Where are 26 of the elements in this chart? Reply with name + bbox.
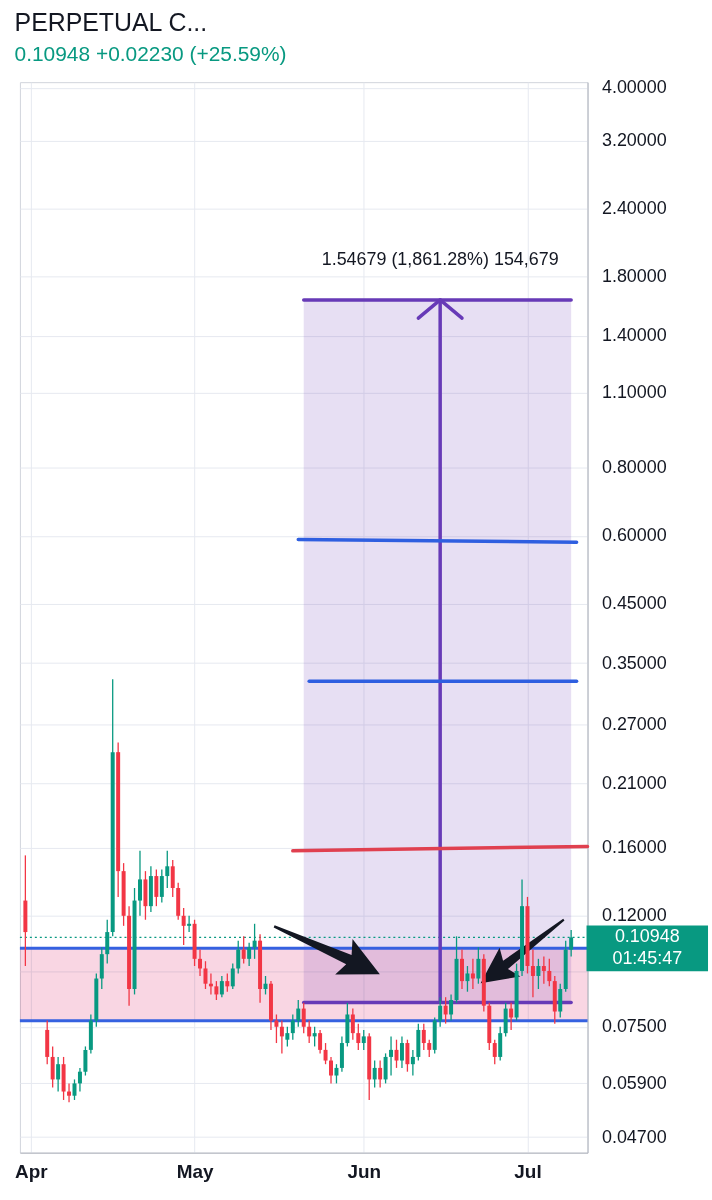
y-tick-label: 1.40000 <box>601 325 667 346</box>
y-tick-label: 3.20000 <box>601 130 667 151</box>
y-tick-label: 0.27000 <box>601 713 667 734</box>
y-tick-label: 0.60000 <box>601 525 667 546</box>
y-tick-label: 4.00000 <box>601 77 667 98</box>
text: 01:45:47 <box>612 948 683 969</box>
x-tick-label: Jun <box>347 1161 382 1183</box>
y-tick-label: 0.35000 <box>601 652 667 673</box>
y-tick-label: 0.45000 <box>601 593 667 614</box>
y-tick-label: 0.80000 <box>601 457 667 478</box>
ref-line-label: 0.10948 <box>614 926 680 947</box>
x-tick-label: Jul <box>514 1161 542 1183</box>
chart-title: PERPETUAL C... <box>14 8 208 37</box>
y-tick-label: 0.12000 <box>601 905 667 926</box>
x-tick-label: May <box>176 1161 214 1183</box>
annotation: 1.54679 (1,861.28%) 154,679 <box>321 249 559 270</box>
chart-subtitle: 0.10948 +0.02230 (+25.59%) <box>14 42 287 66</box>
y-tick-label: 1.80000 <box>601 265 667 286</box>
y-tick-label: 0.07500 <box>601 1016 667 1037</box>
x-tick-label: Apr <box>15 1161 49 1183</box>
y-tick-label: 0.21000 <box>601 773 667 794</box>
y-tick-label: 1.10000 <box>601 382 667 403</box>
y-tick-label: 0.16000 <box>601 837 667 858</box>
y-tick-label: 2.40000 <box>601 198 667 219</box>
y-tick-label: 0.05900 <box>601 1072 667 1093</box>
y-tick-label: 0.04700 <box>601 1126 667 1147</box>
